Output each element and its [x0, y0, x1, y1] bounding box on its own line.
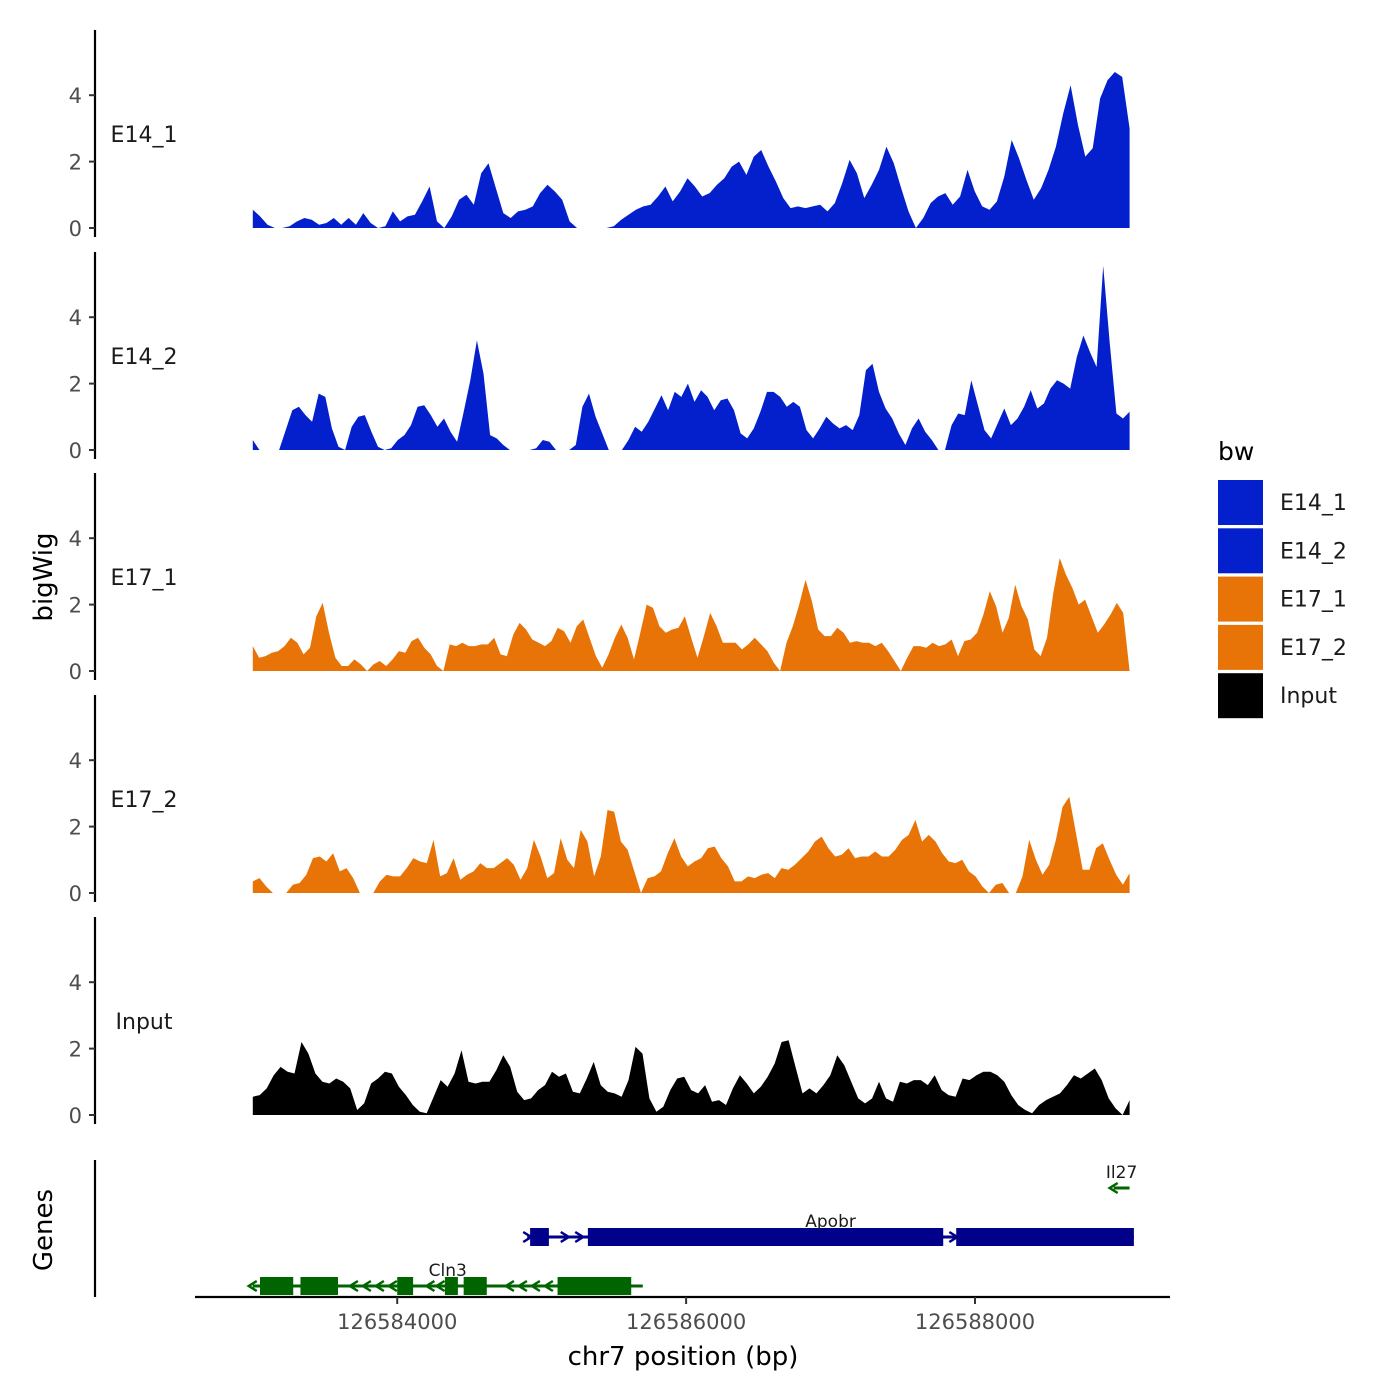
legend-swatch	[1218, 480, 1263, 525]
track-label: E14_1	[111, 123, 178, 148]
legend-title: bw	[1218, 437, 1254, 466]
y-tick-label: 4	[69, 306, 82, 330]
strand-arrow	[522, 1230, 534, 1244]
track-label: E14_2	[111, 345, 178, 370]
track-input: 0 2 4 Input	[69, 917, 1130, 1128]
strand-arrow	[948, 1230, 960, 1244]
track-e14-1: 0 2 4 E14_1	[69, 30, 1130, 241]
y-tick-label: 2	[69, 1038, 82, 1062]
strand-arrow	[347, 1279, 359, 1293]
y-tick-label: 4	[69, 527, 82, 551]
gene-il27: Il27	[1106, 1163, 1137, 1195]
strand-arrow	[434, 1279, 446, 1293]
y-tick-label: 0	[69, 1104, 82, 1128]
tracks-group: 0 2 4 E14_1 0 2 4 E14_2 0 2 4 E17_1 0 2 4 E17_2 0 2 4 Input	[69, 30, 1130, 1128]
strand-arrow	[516, 1279, 528, 1293]
series-area	[252, 265, 1130, 450]
legend-item-input: Input	[1218, 673, 1337, 719]
y-tick-label: 2	[69, 151, 82, 175]
legend-swatch	[1218, 673, 1263, 719]
legend-item-e14-2: E14_2	[1218, 528, 1347, 574]
gene-cln3: Cln3	[246, 1261, 643, 1295]
series-area	[252, 558, 1130, 671]
strand-arrow	[560, 1230, 572, 1244]
series-area	[252, 72, 1130, 228]
strand-arrow	[386, 1279, 398, 1293]
y-tick-label: 2	[69, 816, 82, 840]
track-e17-2: 0 2 4 E17_2	[69, 695, 1130, 906]
gene-exon	[530, 1228, 549, 1246]
y-tick-label: 4	[69, 749, 82, 773]
genes-axis-title: Genes	[29, 1189, 59, 1271]
series-area	[252, 1040, 1130, 1115]
legend-item-e17-1: E17_1	[1218, 576, 1347, 622]
gene-label: Il27	[1106, 1163, 1137, 1183]
genes-track: Cln3 Apobr Il27	[93, 1160, 1137, 1297]
track-label: E17_2	[111, 788, 178, 813]
gene-exon	[444, 1277, 458, 1295]
x-tick-label: 126584000	[337, 1310, 457, 1334]
gene-exon	[557, 1277, 632, 1295]
track-label: Input	[116, 1010, 173, 1035]
legend: bw E14_1 E14_2 E17_1 E17_2 Input	[1218, 437, 1347, 719]
y-tick-label: 4	[69, 971, 82, 995]
gene-exon	[463, 1277, 487, 1295]
y-axis-title: bigWig	[29, 532, 59, 621]
strand-arrow	[246, 1279, 258, 1293]
gene-apobr: Apobr	[522, 1212, 1134, 1246]
strand-arrow	[424, 1279, 436, 1293]
strand-arrow	[503, 1279, 515, 1293]
gene-label: Apobr	[805, 1212, 856, 1232]
y-tick-label: 0	[69, 439, 82, 463]
track-e14-2: 0 2 4 E14_2	[69, 252, 1130, 463]
legend-label: E17_1	[1280, 588, 1347, 613]
legend-label: E14_1	[1280, 491, 1347, 516]
strand-arrow	[360, 1279, 372, 1293]
y-tick-label: 0	[69, 660, 82, 684]
x-tick-label: 126588000	[915, 1310, 1035, 1334]
y-tick-label: 0	[69, 217, 82, 241]
y-tick-label: 0	[69, 882, 82, 906]
series-area	[252, 796, 1130, 893]
gene-exon	[956, 1228, 1134, 1246]
strand-arrow	[574, 1230, 586, 1244]
gene-exon	[260, 1277, 294, 1295]
x-axis-title: chr7 position (bp)	[568, 1342, 799, 1372]
gene-exon	[397, 1277, 414, 1295]
legend-label: Input	[1280, 684, 1337, 709]
gene-exon	[587, 1228, 944, 1246]
gene-label: Cln3	[429, 1261, 467, 1281]
track-label: E17_1	[111, 566, 178, 591]
y-tick-label: 2	[69, 373, 82, 397]
gene-exon	[300, 1277, 338, 1295]
legend-swatch	[1218, 576, 1263, 622]
x-tick-label: 126586000	[626, 1310, 746, 1334]
strand-arrow	[373, 1279, 385, 1293]
y-tick-label: 2	[69, 594, 82, 618]
track-e17-1: 0 2 4 E17_1	[69, 473, 1130, 684]
legend-label: E14_2	[1280, 539, 1347, 564]
strand-arrow	[1107, 1181, 1119, 1195]
legend-label: E17_2	[1280, 636, 1347, 661]
legend-item-e17-2: E17_2	[1218, 624, 1347, 670]
legend-swatch	[1218, 624, 1263, 670]
legend-swatch	[1218, 528, 1263, 574]
x-axis: 126584000 126586000 126588000	[195, 1295, 1170, 1334]
legend-item-e14-1: E14_1	[1218, 480, 1347, 525]
y-tick-label: 4	[69, 84, 82, 108]
strand-arrow	[542, 1279, 554, 1293]
strand-arrow	[529, 1279, 541, 1293]
